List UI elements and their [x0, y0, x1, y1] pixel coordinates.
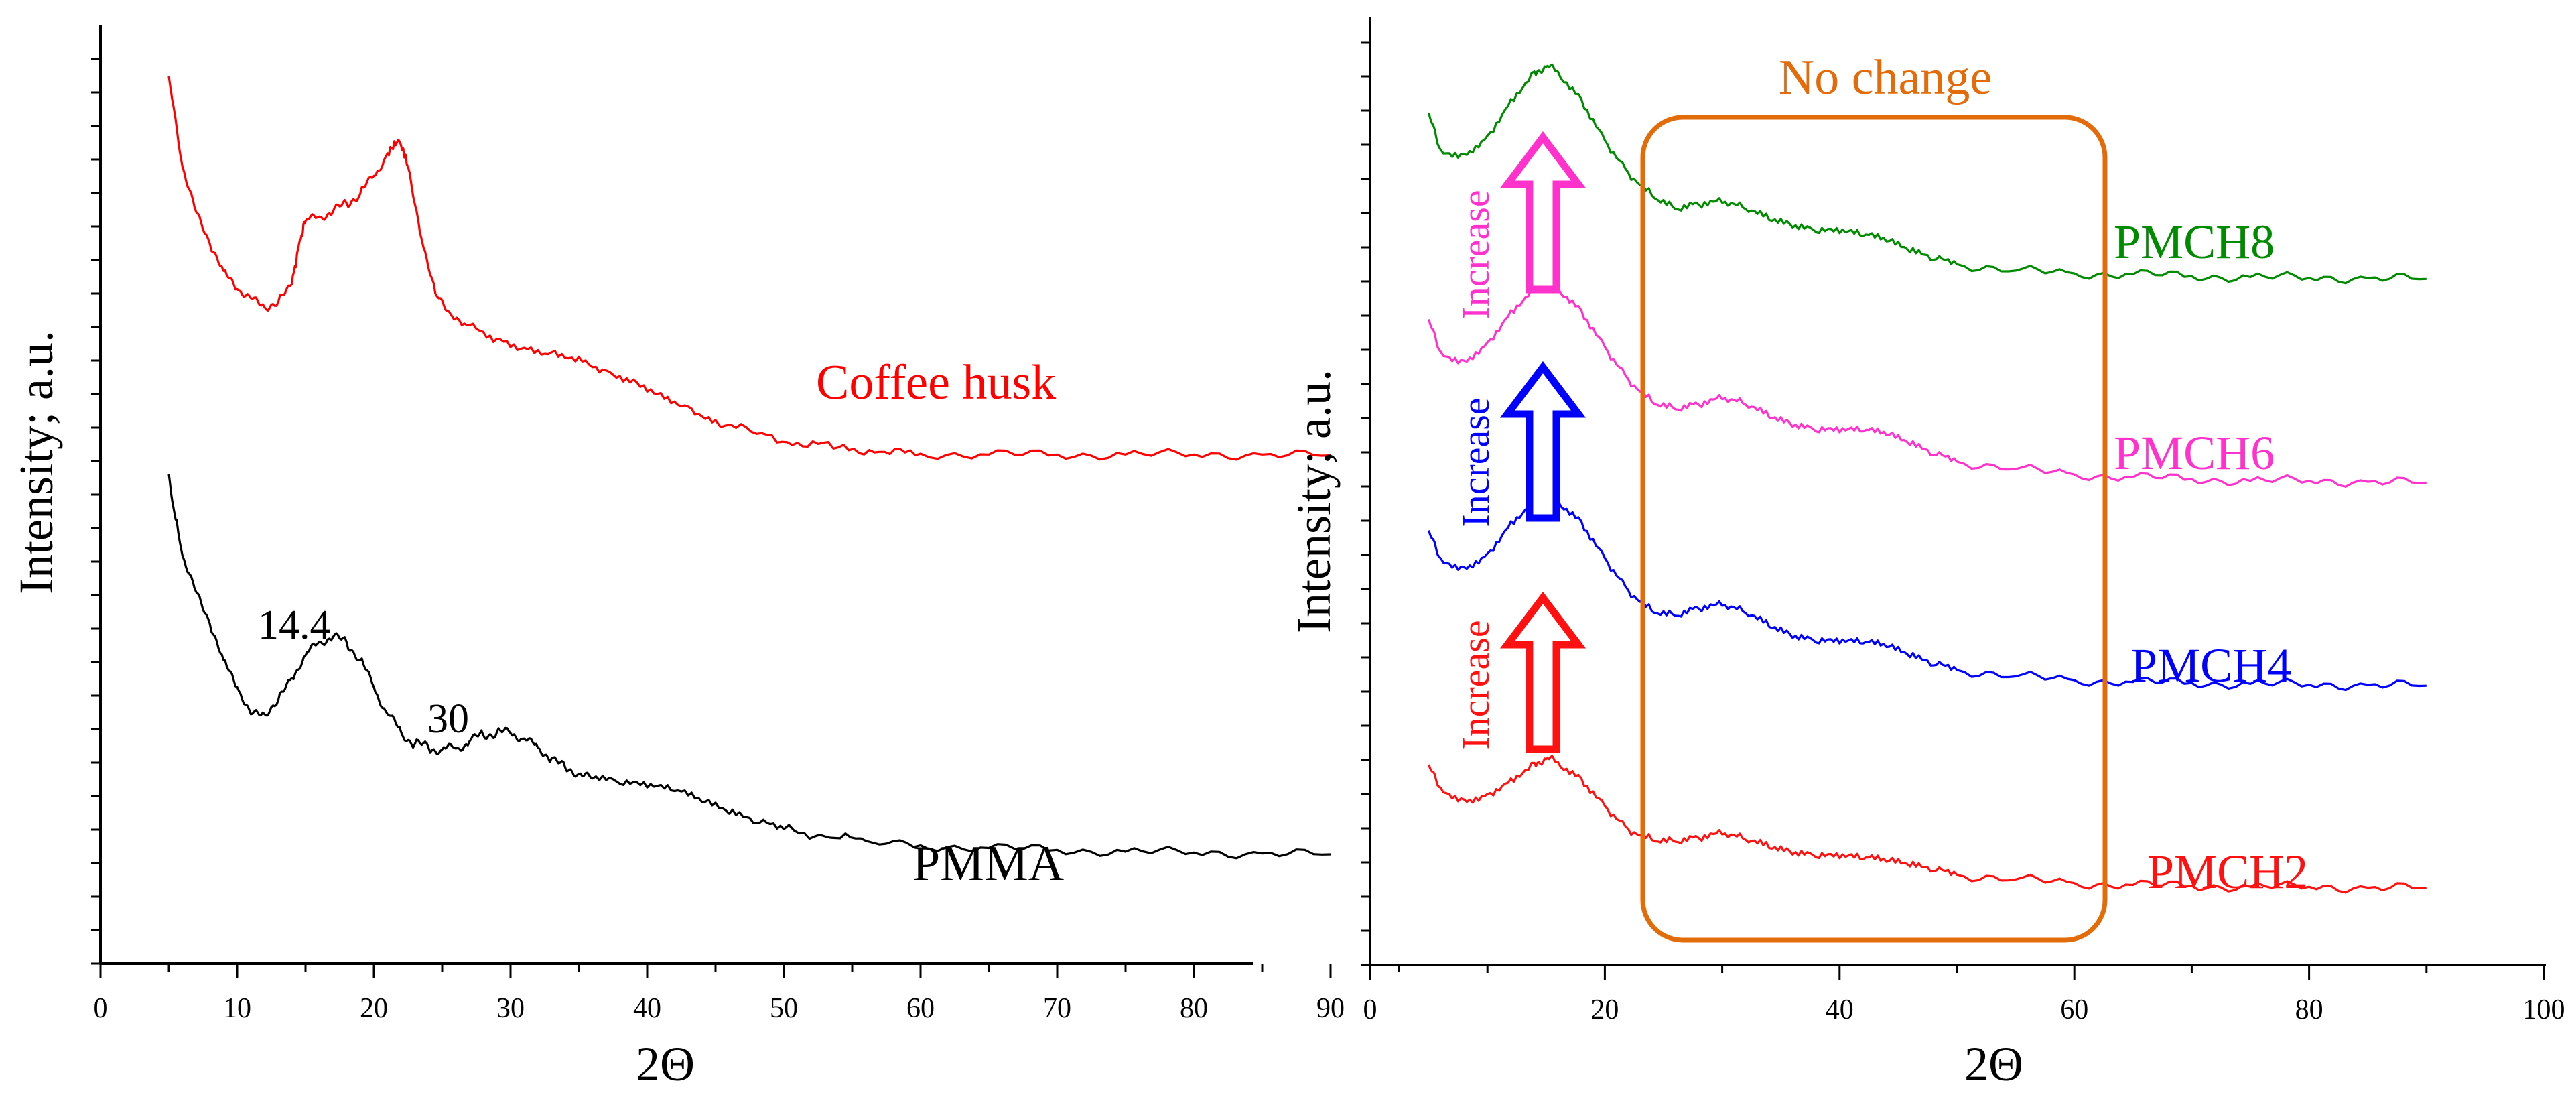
- peak-label-30: 30: [427, 696, 469, 742]
- left-chart-panel: 0 10 20 30 40 50 60 70 80 90 2Θ Intensity; a.u. C…: [9, 25, 1400, 1091]
- right-x-tick-label: 60: [2060, 994, 2088, 1025]
- right-x-axis-label: 2Θ: [1964, 1037, 2023, 1091]
- left-series-group: [167, 76, 1331, 860]
- no-change-label: No change: [1779, 50, 1992, 105]
- increase-label-red: Increase: [1454, 620, 1497, 749]
- increase-arrow-red: [1499, 591, 1586, 753]
- right-x-tick-label: 40: [1826, 994, 1854, 1025]
- pmma-label: PMMA: [912, 836, 1064, 891]
- left-x-tick-label: 10: [223, 993, 251, 1024]
- left-x-tick-label: 90: [1316, 993, 1345, 1024]
- increase-arrow-pink: [1499, 131, 1586, 294]
- left-x-tick-label: 80: [1180, 993, 1208, 1024]
- pmch6-label: PMCH6: [2114, 426, 2275, 480]
- right-y-axis-label: Intensity; a.u.: [1287, 369, 1341, 633]
- left-y-axis-label: Intensity; a.u.: [9, 330, 63, 594]
- left-x-tick-label: 40: [633, 993, 661, 1024]
- right-series-pmch2: [1428, 755, 2427, 894]
- left-x-tick-label: 70: [1043, 993, 1071, 1024]
- increase-label-pink: Increase: [1454, 190, 1497, 319]
- no-change-box: [1640, 115, 2108, 943]
- right-series-pmch6: [1428, 279, 2427, 488]
- left-x-tick-label: 20: [360, 993, 388, 1024]
- left-series-pmma: [167, 474, 1331, 860]
- pmch2-label: PMCH2: [2147, 845, 2308, 899]
- right-chart-panel: 0 20 40 60 80 100 2Θ Intensity; a.u. No chang…: [1287, 17, 2565, 1091]
- pmch4-label: PMCH4: [2130, 639, 2291, 692]
- left-x-axis-label: 2Θ: [636, 1037, 695, 1091]
- right-x-tick-label: 20: [1590, 994, 1619, 1025]
- left-x-ticks: 0 10 20 30 40 50 60 70 80 90: [94, 964, 1400, 1024]
- peak-label-14-4: 14.4: [258, 602, 331, 648]
- left-y-ticks: [91, 58, 100, 965]
- right-series-group: [1428, 63, 2427, 894]
- increase-label-blue: Increase: [1454, 397, 1497, 527]
- left-x-tick-label: 50: [770, 993, 798, 1024]
- right-x-tick-label: 0: [1363, 994, 1377, 1025]
- left-series-coffee-husk: [167, 76, 1331, 461]
- right-y-ticks: [1361, 41, 1370, 966]
- right-x-tick-label: 80: [2295, 994, 2323, 1025]
- coffee-husk-label: Coffee husk: [816, 355, 1056, 410]
- right-x-ticks: 0 20 40 60 80 100: [1363, 965, 2565, 1025]
- right-x-tick-label: 100: [2523, 994, 2565, 1025]
- left-x-tick-label: 30: [496, 993, 525, 1024]
- right-series-pmch8: [1428, 63, 2427, 285]
- increase-arrow-blue: [1499, 361, 1586, 522]
- pmch8-label: PMCH8: [2114, 215, 2275, 269]
- left-x-tick-label: 60: [906, 993, 935, 1024]
- left-x-tick-label: 0: [94, 993, 108, 1024]
